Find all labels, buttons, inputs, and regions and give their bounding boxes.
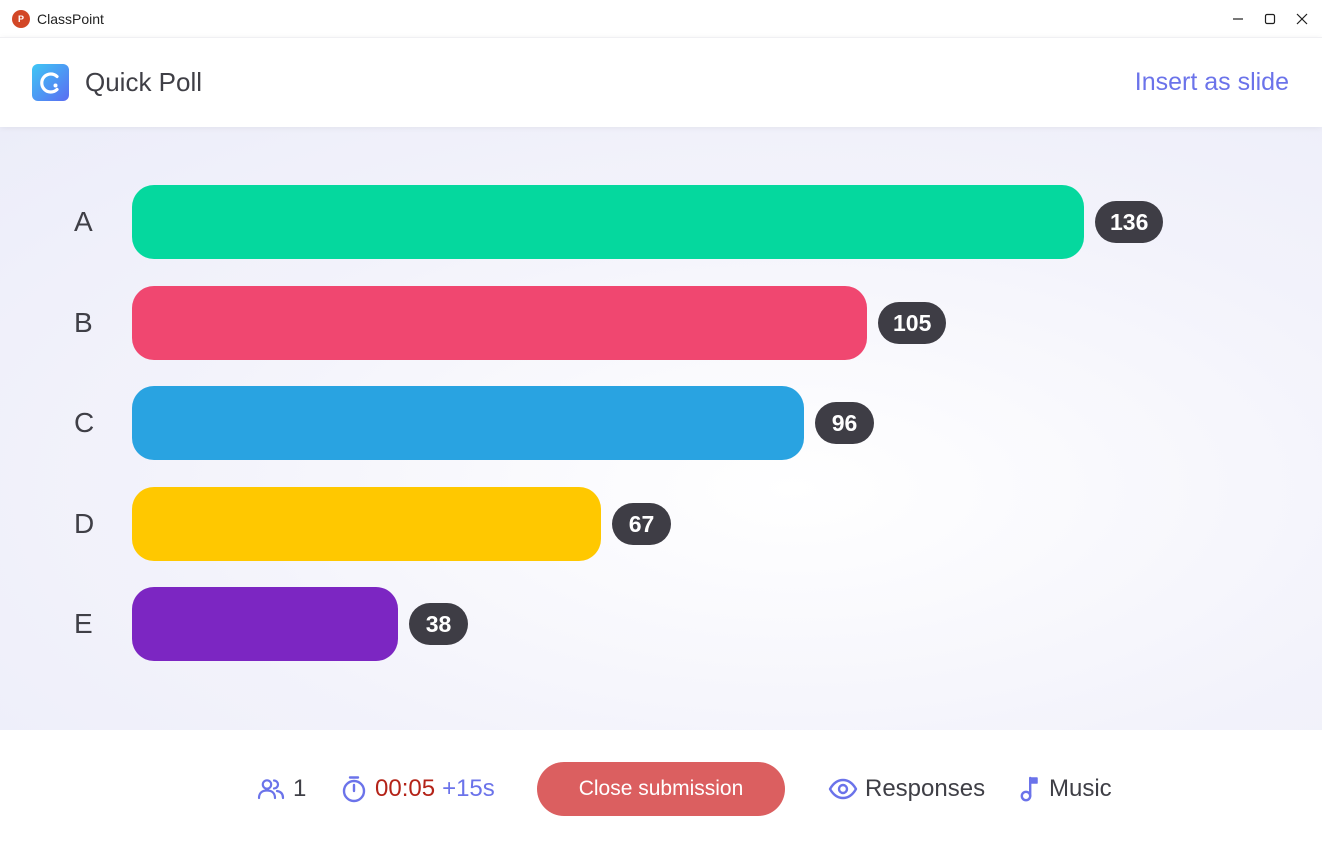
poll-option-row: A 136 — [0, 185, 1322, 259]
stopwatch-icon — [342, 775, 366, 802]
poll-results-chart: A 136 B 105 C 96 D 67 E 38 — [0, 127, 1322, 730]
minimize-icon — [1233, 17, 1243, 20]
page-title: Quick Poll — [85, 67, 203, 97]
close-window-button[interactable] — [1286, 0, 1318, 37]
result-bar — [132, 587, 398, 661]
poll-option-row: D 67 — [0, 486, 1322, 561]
poll-option-row: B 105 — [0, 285, 1322, 360]
poll-footer: 1 00:05 +15s Close submission Responses … — [0, 730, 1322, 847]
responses-label: Responses — [865, 774, 986, 802]
option-label: C — [74, 407, 95, 438]
close-submission-button[interactable]: Close submission — [537, 762, 785, 816]
option-label: B — [74, 306, 93, 338]
poll-header: Quick Poll Insert as slide — [0, 37, 1322, 127]
maximize-button[interactable] — [1254, 0, 1286, 37]
vote-count-badge: 105 — [878, 301, 947, 344]
extend-time-button[interactable]: +15s — [442, 774, 495, 802]
vote-count-badge: 96 — [815, 402, 874, 444]
window-titlebar: P ClassPoint — [0, 0, 1322, 37]
participant-count-value: 1 — [293, 774, 307, 802]
result-bar — [132, 486, 601, 561]
minimize-button[interactable] — [1222, 0, 1254, 37]
vote-count-badge: 38 — [409, 603, 468, 645]
music-label: Music — [1049, 774, 1112, 802]
window-title: ClassPoint — [37, 10, 104, 27]
classpoint-logo-icon — [39, 71, 59, 94]
participant-count: 1 — [257, 730, 306, 847]
poll-option-row: C 96 — [0, 386, 1322, 460]
maximize-icon — [1264, 13, 1276, 24]
option-label: E — [74, 608, 93, 639]
vote-count-badge: 136 — [1095, 201, 1164, 243]
result-bar — [132, 185, 1084, 259]
music-toggle[interactable]: Music — [1018, 730, 1112, 847]
close-icon — [1296, 13, 1308, 24]
vote-count-badge: 67 — [612, 502, 671, 545]
classpoint-logo — [32, 64, 69, 101]
window-controls — [1222, 0, 1322, 37]
eye-icon — [828, 778, 858, 799]
result-bar — [132, 386, 804, 460]
option-label: D — [74, 507, 95, 539]
participants-icon — [257, 778, 285, 799]
result-bar — [132, 285, 867, 360]
music-note-icon — [1020, 776, 1038, 801]
insert-as-slide-link[interactable]: Insert as slide — [1134, 68, 1289, 96]
powerpoint-app-icon: P — [12, 9, 30, 28]
timer-value: 00:05 — [375, 774, 436, 802]
poll-option-row: E 38 — [0, 587, 1322, 661]
responses-toggle[interactable]: Responses — [828, 730, 985, 847]
option-label: A — [74, 206, 93, 237]
timer: 00:05 +15s — [341, 730, 495, 847]
